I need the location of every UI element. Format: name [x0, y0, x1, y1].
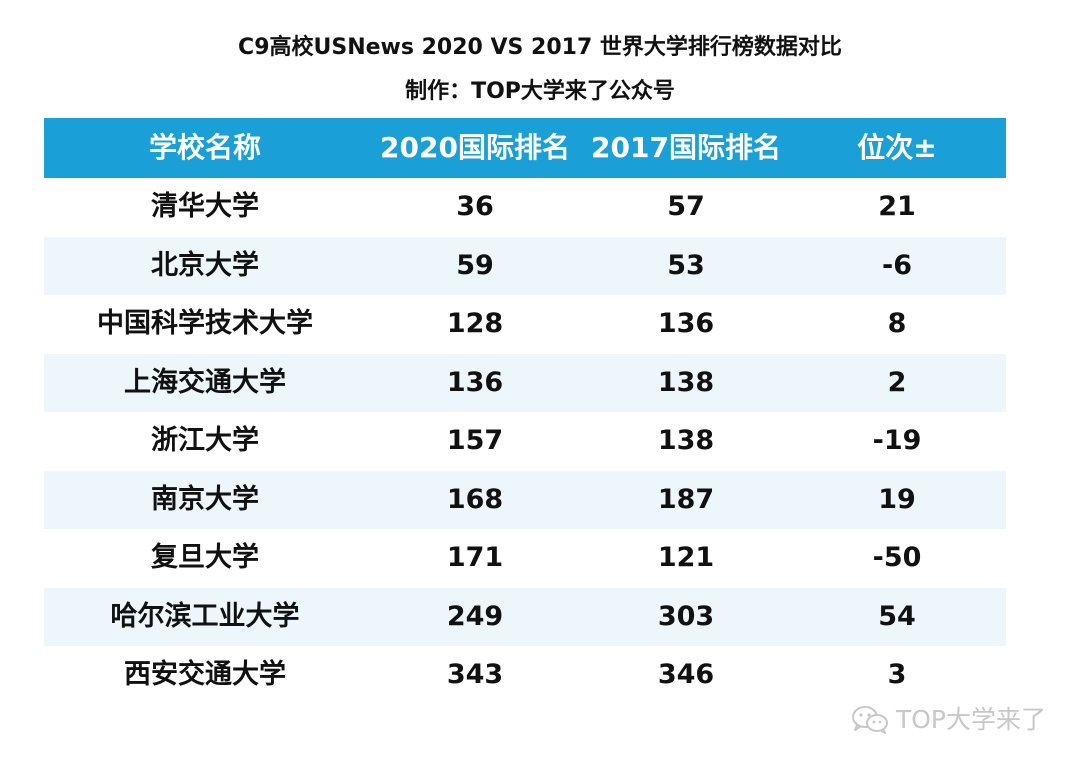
rank-2017-cell: 303	[657, 600, 715, 632]
rank-2020-cell: 171	[446, 542, 504, 574]
table-row: 西安交通大学 343 346 3	[44, 646, 1006, 705]
rank-2017-cell: 187	[657, 483, 715, 515]
rank-2017-cell: 138	[657, 366, 715, 398]
page-subtitle: 制作：TOP大学来了公众号	[405, 79, 675, 104]
table-row: 北京大学 59 53 -6	[44, 236, 1006, 295]
rank-2020-cell: 168	[446, 483, 504, 515]
rank-2017-cell: 121	[657, 542, 715, 574]
ranking-table: 学校名称 2020国际排名 2017国际排名 位次± 清华大学 36 57 21…	[44, 118, 1006, 705]
header-rank-change: 位次±	[857, 131, 937, 164]
rank-change-cell: 54	[878, 600, 916, 632]
rank-2020-cell: 249	[446, 600, 504, 632]
table-row: 清华大学 36 57 21	[44, 178, 1006, 237]
rank-change-cell: -6	[882, 249, 912, 281]
rank-change-cell: 2	[887, 366, 907, 398]
table-row: 南京大学 168 187 19	[44, 470, 1006, 529]
school-name-cell: 西安交通大学	[124, 659, 286, 691]
rank-change-cell: -19	[872, 425, 922, 457]
watermark-text: TOP大学来了	[895, 705, 1046, 734]
school-name-cell: 上海交通大学	[124, 366, 286, 398]
school-name-cell: 北京大学	[151, 249, 259, 281]
watermark: TOP大学来了	[850, 700, 1046, 740]
rank-2020-cell: 59	[456, 249, 494, 281]
rank-2020-cell: 157	[446, 425, 504, 457]
school-name-cell: 中国科学技术大学	[97, 308, 313, 340]
rank-change-cell: 21	[878, 191, 916, 223]
rank-2017-cell: 57	[667, 191, 705, 223]
rank-2017-cell: 53	[667, 249, 705, 281]
page-title: C9高校USNews 2020 VS 2017 世界大学排行榜数据对比	[238, 35, 842, 60]
table-row: 哈尔滨工业大学 249 303 54	[44, 587, 1006, 646]
rank-2020-cell: 36	[456, 191, 494, 223]
table-row: 上海交通大学 136 138 2	[44, 353, 1006, 412]
wechat-icon	[851, 706, 888, 734]
rank-change-cell: -50	[872, 542, 922, 574]
rank-2020-cell: 136	[446, 366, 504, 398]
rank-change-cell: 3	[887, 659, 907, 691]
header-rank-2017: 2017国际排名	[591, 131, 781, 164]
rank-2017-cell: 138	[657, 425, 715, 457]
rank-change-cell: 8	[887, 308, 907, 340]
header-rank-2020: 2020国际排名	[380, 131, 570, 164]
rank-2020-cell: 128	[446, 308, 504, 340]
school-name-cell: 浙江大学	[151, 425, 259, 457]
school-name-cell: 南京大学	[151, 483, 259, 515]
rank-change-cell: 19	[878, 483, 916, 515]
table-row: 中国科学技术大学 128 136 8	[44, 295, 1006, 354]
header-school-name: 学校名称	[148, 131, 261, 164]
table-row: 浙江大学 157 138 -19	[44, 412, 1006, 471]
school-name-cell: 哈尔滨工业大学	[110, 600, 300, 632]
school-name-cell: 复旦大学	[151, 542, 259, 574]
table-header-row: 学校名称 2020国际排名 2017国际排名 位次±	[44, 118, 1006, 178]
rank-2017-cell: 136	[657, 308, 715, 340]
school-name-cell: 清华大学	[151, 191, 259, 223]
rank-2017-cell: 346	[657, 659, 715, 691]
rank-2020-cell: 343	[446, 659, 504, 691]
table-row: 复旦大学 171 121 -50	[44, 529, 1006, 588]
